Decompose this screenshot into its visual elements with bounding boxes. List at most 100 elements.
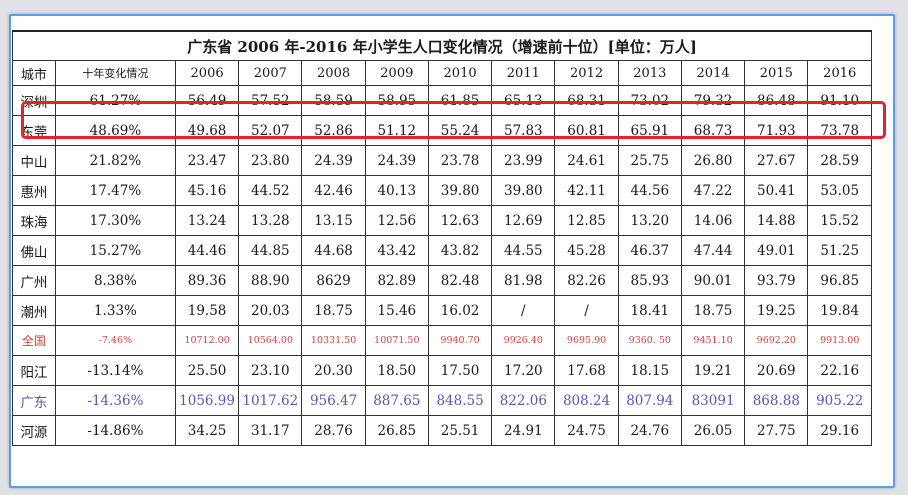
change-cell: -7.46% xyxy=(54,325,176,356)
table-body: 广东省 2006 年-2016 年小学生人口变化情况（增速前十位）[单位：万人]… xyxy=(12,30,872,446)
city-cell: 潮州 xyxy=(12,295,56,326)
value-cell: 9913.00 xyxy=(807,325,872,356)
value-cell: 29.16 xyxy=(807,415,872,446)
value-cell: 68.73 xyxy=(680,115,746,146)
value-cell: 79.32 xyxy=(680,85,746,116)
value-cell: 58.95 xyxy=(364,85,429,116)
header-year: 2006 xyxy=(174,60,240,86)
change-cell: -14.86% xyxy=(54,415,176,446)
city-cell: 佛山 xyxy=(12,235,56,266)
value-cell: 52.86 xyxy=(301,115,366,146)
value-cell: 39.80 xyxy=(491,175,556,206)
value-cell: 848.55 xyxy=(427,385,493,416)
value-cell: 47.22 xyxy=(680,175,746,206)
change-cell: 17.47% xyxy=(54,175,176,206)
value-cell: 49.01 xyxy=(744,235,809,266)
value-cell: 44.56 xyxy=(617,175,682,206)
value-cell: 46.37 xyxy=(617,235,682,266)
value-cell: / xyxy=(554,295,619,326)
value-cell: 58.59 xyxy=(301,85,366,116)
value-cell: 73.02 xyxy=(617,85,682,116)
value-cell: 27.75 xyxy=(744,415,809,446)
header-row: 城市 十年变化情况 2006 2007 2008 2009 2010 2011 2012 2013… xyxy=(12,60,872,86)
header-year: 2013 xyxy=(617,60,682,86)
value-cell: 9695.90 xyxy=(554,325,619,356)
value-cell: 10712.00 xyxy=(174,325,240,356)
change-cell: -13.14% xyxy=(54,355,176,386)
value-cell: 39.80 xyxy=(427,175,493,206)
table-row: 广州 8.38% 89.36 88.90 8629 82.89 82.48 81.98 82.2… xyxy=(12,265,872,296)
value-cell: 45.16 xyxy=(174,175,240,206)
table-row: 全国 -7.46% 10712.00 10564.00 10331.50 10071.50… xyxy=(12,325,872,356)
city-cell: 全国 xyxy=(12,325,56,356)
value-cell: 13.24 xyxy=(174,205,240,236)
value-cell: 88.90 xyxy=(238,265,303,296)
value-cell: 17.20 xyxy=(491,355,556,386)
value-cell: 25.51 xyxy=(427,415,493,446)
header-year: 2015 xyxy=(744,60,809,86)
value-cell: 23.10 xyxy=(238,355,303,386)
table-row: 潮州 1.33% 19.58 20.03 18.75 15.46 16.02//18.41 1… xyxy=(12,295,872,326)
value-cell: 51.12 xyxy=(364,115,429,146)
change-cell: 15.27% xyxy=(54,235,176,266)
header-year: 2010 xyxy=(427,60,493,86)
value-cell: 23.47 xyxy=(174,145,240,176)
value-cell: 42.11 xyxy=(554,175,619,206)
value-cell: 91.10 xyxy=(807,85,872,116)
value-cell: 43.82 xyxy=(427,235,493,266)
value-cell: 61.85 xyxy=(427,85,493,116)
value-cell: 14.88 xyxy=(744,205,809,236)
value-cell: 44.46 xyxy=(174,235,240,266)
value-cell: 24.39 xyxy=(301,145,366,176)
table-row: 河源 -14.86% 34.25 31.17 28.76 26.85 25.51 24.91 2… xyxy=(12,415,872,446)
value-cell: 65.91 xyxy=(617,115,682,146)
value-cell: 25.75 xyxy=(617,145,682,176)
value-cell: 822.06 xyxy=(491,385,556,416)
value-cell: 96.85 xyxy=(807,265,872,296)
value-cell: 24.76 xyxy=(617,415,682,446)
value-cell: 73.78 xyxy=(807,115,872,146)
change-cell: 48.69% xyxy=(54,115,176,146)
value-cell: 18.50 xyxy=(364,355,429,386)
change-cell: 61.27% xyxy=(54,85,176,116)
value-cell: 50.41 xyxy=(744,175,809,206)
value-cell: 40.13 xyxy=(364,175,429,206)
value-cell: 905.22 xyxy=(807,385,872,416)
header-ten-year-change: 十年变化情况 xyxy=(54,60,176,86)
value-cell: 12.85 xyxy=(554,205,619,236)
value-cell: 23.99 xyxy=(491,145,556,176)
value-cell: 26.05 xyxy=(680,415,746,446)
value-cell: 18.75 xyxy=(680,295,746,326)
value-cell: 887.65 xyxy=(364,385,429,416)
table-row: 深圳 61.27% 56.49 57.52 58.59 58.95 61.85 65.13 68… xyxy=(12,85,872,116)
table-row: 广东 -14.36% 1056.99 1017.62 956.47 887.65 848.5… xyxy=(12,385,872,416)
value-cell: 44.55 xyxy=(491,235,556,266)
city-cell: 广州 xyxy=(12,265,56,296)
value-cell: 31.17 xyxy=(238,415,303,446)
value-cell: 15.52 xyxy=(807,205,872,236)
value-cell: 18.41 xyxy=(617,295,682,326)
header-year: 2011 xyxy=(491,60,556,86)
value-cell: 90.01 xyxy=(680,265,746,296)
header-year: 2009 xyxy=(364,60,429,86)
value-cell: 49.68 xyxy=(174,115,240,146)
title-row: 广东省 2006 年-2016 年小学生人口变化情况（增速前十位）[单位：万人] xyxy=(12,30,872,61)
value-cell: 8629 xyxy=(301,265,366,296)
value-cell: 47.44 xyxy=(680,235,746,266)
value-cell: 807.94 xyxy=(617,385,682,416)
value-cell: 20.03 xyxy=(238,295,303,326)
city-cell: 广东 xyxy=(12,385,56,416)
city-cell: 阳江 xyxy=(12,355,56,386)
value-cell: 82.26 xyxy=(554,265,619,296)
value-cell: 57.52 xyxy=(238,85,303,116)
value-cell: 57.83 xyxy=(491,115,556,146)
value-cell: 22.16 xyxy=(807,355,872,386)
value-cell: 86.48 xyxy=(744,85,809,116)
value-cell: 85.93 xyxy=(617,265,682,296)
value-cell: 52.07 xyxy=(238,115,303,146)
value-cell: 12.63 xyxy=(427,205,493,236)
value-cell: 19.84 xyxy=(807,295,872,326)
value-cell: 82.89 xyxy=(364,265,429,296)
value-cell: 24.61 xyxy=(554,145,619,176)
value-cell: 13.15 xyxy=(301,205,366,236)
